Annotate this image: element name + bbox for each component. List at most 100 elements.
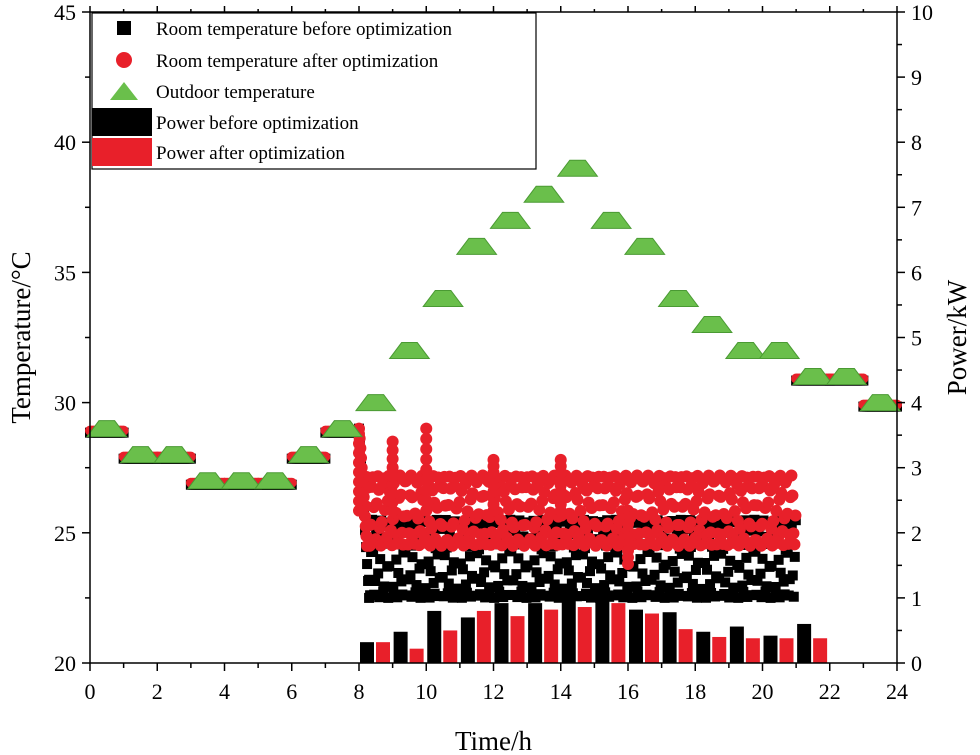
y-right-tick-label: 7 — [911, 195, 922, 220]
legend-label: Outdoor temperature — [156, 82, 315, 103]
room-after-marker — [519, 518, 532, 531]
room-after-marker — [762, 496, 775, 509]
room-before-marker — [415, 592, 426, 603]
room-before-marker — [577, 549, 588, 560]
room-after-marker — [767, 515, 780, 528]
x-tick-label: 12 — [483, 679, 505, 704]
room-before-marker — [709, 550, 720, 561]
room-before-marker — [513, 553, 524, 564]
room-after-spike-marker — [622, 558, 634, 571]
room-before-marker — [751, 589, 762, 600]
power-after-bar — [611, 603, 626, 663]
room-before-marker — [640, 575, 651, 586]
room-before-marker — [404, 522, 415, 533]
room-before-marker — [603, 552, 614, 563]
room-before-marker — [440, 514, 451, 525]
room-before-marker — [702, 564, 713, 575]
room-before-marker — [746, 574, 757, 585]
room-before-marker — [654, 587, 665, 598]
room-before-marker — [512, 592, 523, 603]
room-before-marker — [554, 558, 565, 569]
room-after-marker — [770, 504, 783, 517]
outdoor-temp-marker — [624, 237, 666, 255]
room-before-marker — [659, 592, 670, 603]
room-before-marker — [526, 585, 537, 596]
outdoor-temp-marker — [220, 472, 263, 490]
power-after-bars — [376, 603, 828, 663]
power-before-bar — [460, 617, 475, 663]
room-after-marker — [662, 521, 675, 534]
room-before-marker — [470, 573, 481, 584]
room-before-marker — [632, 586, 643, 597]
room-before-marker — [618, 592, 629, 603]
room-before-marker — [595, 592, 606, 603]
room-after-spike-marker — [386, 470, 399, 483]
room-after-marker — [733, 522, 746, 535]
room-before-marker — [442, 588, 453, 599]
room-before-marker — [655, 580, 666, 591]
room-after-spike-marker — [386, 461, 399, 474]
outdoor-temp-marker — [859, 394, 901, 412]
room-after-spike-marker — [353, 456, 365, 469]
room-after-spike-marker — [386, 487, 399, 500]
power-before-bar — [494, 603, 509, 663]
room-before-marker — [485, 582, 496, 593]
room-after-marker — [494, 513, 507, 526]
room-before-marker — [575, 572, 586, 583]
room-before-marker — [370, 575, 381, 586]
room-before-marker — [672, 577, 683, 588]
room-before-marker — [775, 567, 786, 578]
room-before-marker — [423, 556, 434, 567]
room-after-marker — [632, 489, 645, 502]
room-after-spike-marker — [386, 435, 399, 448]
room-before-marker — [566, 578, 577, 589]
power-after-bar — [745, 638, 760, 663]
room-before-marker — [778, 576, 789, 587]
power-before-bar — [662, 612, 677, 663]
room-after-marker — [720, 512, 733, 525]
room-before-marker — [755, 568, 766, 579]
room-after-spike-marker — [420, 422, 433, 435]
room-before-marker — [683, 550, 694, 561]
room-before-marker — [530, 592, 541, 603]
room-before-marker — [499, 569, 510, 580]
room-before-marker — [676, 548, 687, 559]
room-before-marker — [585, 566, 596, 577]
room-before-marker — [549, 579, 560, 590]
room-after-marker — [364, 518, 377, 531]
y-right-axis-title: Power/kW — [942, 279, 972, 395]
room-before-marker — [692, 557, 703, 568]
room-before-marker — [710, 591, 721, 602]
room-after-marker — [601, 517, 614, 530]
power-after-bar — [577, 607, 592, 663]
room-before-marker — [384, 561, 395, 572]
room-after-marker — [684, 516, 697, 529]
power-after-bar — [476, 610, 491, 663]
room-after-marker — [745, 520, 758, 533]
room-after-marker — [607, 496, 620, 509]
room-before-marker — [522, 560, 533, 571]
room-before-marker — [443, 578, 454, 589]
room-before-marker — [456, 592, 467, 603]
power-after-bar — [510, 616, 525, 663]
room-after-marker — [788, 538, 801, 551]
room-before-marker — [521, 592, 532, 603]
room-before-marker — [723, 566, 734, 577]
room-before-marker — [514, 515, 525, 526]
room-before-marker — [373, 568, 384, 579]
room-after-spike-marker — [420, 494, 433, 507]
room-after-marker — [590, 520, 603, 533]
y-right-tick-label: 3 — [911, 456, 922, 481]
outdoor-temp-marker — [186, 472, 229, 490]
power-before-bar — [629, 609, 643, 663]
outdoor-temp-marker — [792, 368, 834, 386]
room-before-marker — [452, 583, 463, 594]
room-before-marker — [691, 592, 702, 603]
room-before-marker — [502, 575, 513, 586]
room-before-marker — [424, 592, 435, 603]
room-after-marker — [725, 493, 738, 506]
room-after-spike-marker — [353, 475, 365, 488]
room-after-spike-marker — [420, 504, 433, 517]
outdoor-temp-marker — [657, 289, 700, 307]
